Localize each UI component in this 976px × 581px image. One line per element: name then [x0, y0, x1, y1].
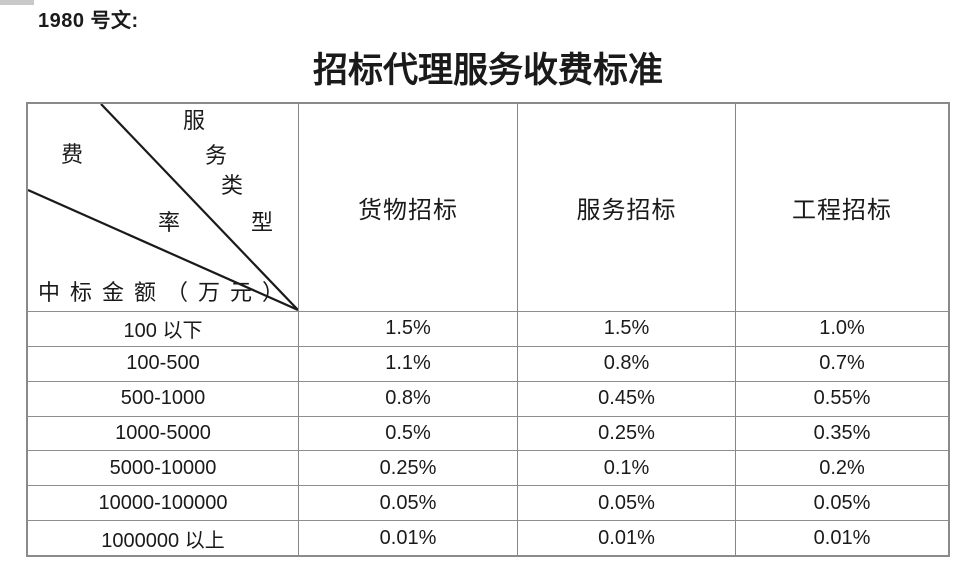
fee-cell: 0.05% [735, 485, 948, 521]
diagonal-split-lines [28, 104, 298, 311]
row-label-cell: 5000-10000 [28, 450, 298, 485]
fee-cell: 0.01% [517, 520, 735, 555]
row-label-cell: 1000000 以上 [28, 520, 298, 555]
fee-cell: 0.05% [298, 485, 517, 521]
column-header-goods: 货物招标 [298, 104, 517, 311]
doc-number: 1980 号文: [38, 10, 139, 32]
row-label-cell: 1000-5000 [28, 415, 298, 451]
fee-cell: 1.0% [735, 311, 948, 346]
fee-cell: 0.8% [517, 345, 735, 381]
fee-cell: 0.7% [735, 345, 948, 381]
fee-cell: 0.45% [517, 380, 735, 416]
corner-type-char-4: 型 [250, 210, 274, 235]
row-label-cell: 10000-100000 [28, 485, 298, 520]
row-label-cell: 500-1000 [28, 380, 298, 416]
column-header-works: 工程招标 [735, 104, 948, 311]
row-label-cell: 100-500 [28, 345, 298, 381]
fee-cell: 0.25% [517, 415, 735, 451]
corner-type-char-3: 类 [220, 173, 244, 198]
fee-cell: 0.55% [735, 380, 948, 416]
table-corner-cell: 服 务 类 型 费 率 中标金额（万元） [28, 104, 298, 311]
fee-cell: 1.5% [298, 311, 517, 346]
fee-cell: 0.8% [298, 380, 517, 416]
fee-cell: 0.25% [298, 450, 517, 486]
fee-cell: 0.1% [517, 450, 735, 486]
column-header-services: 服务招标 [517, 104, 735, 311]
fee-cell: 0.01% [735, 520, 948, 555]
fee-table: 服 务 类 型 费 率 中标金额（万元） 货物招标 服务招标 工程招标 100 … [26, 102, 950, 557]
fee-cell: 0.35% [735, 415, 948, 451]
fee-cell: 0.01% [298, 520, 517, 555]
fee-cell: 1.1% [298, 345, 517, 381]
row-axis-label: 中标金额（万元） [38, 280, 295, 305]
corner-rate-char-2: 率 [157, 210, 181, 235]
corner-type-char-1: 服 [182, 108, 206, 133]
fee-cell: 0.5% [298, 415, 517, 451]
page-title: 招标代理服务收费标准 [312, 51, 663, 90]
corner-rate-char-1: 费 [60, 142, 84, 167]
row-label-cell: 100 以下 [28, 311, 298, 346]
fee-cell: 0.2% [735, 450, 948, 486]
scan-artifact [0, 0, 34, 5]
fee-cell: 0.05% [517, 485, 735, 521]
fee-cell: 1.5% [517, 311, 735, 346]
corner-type-char-2: 务 [204, 143, 228, 168]
